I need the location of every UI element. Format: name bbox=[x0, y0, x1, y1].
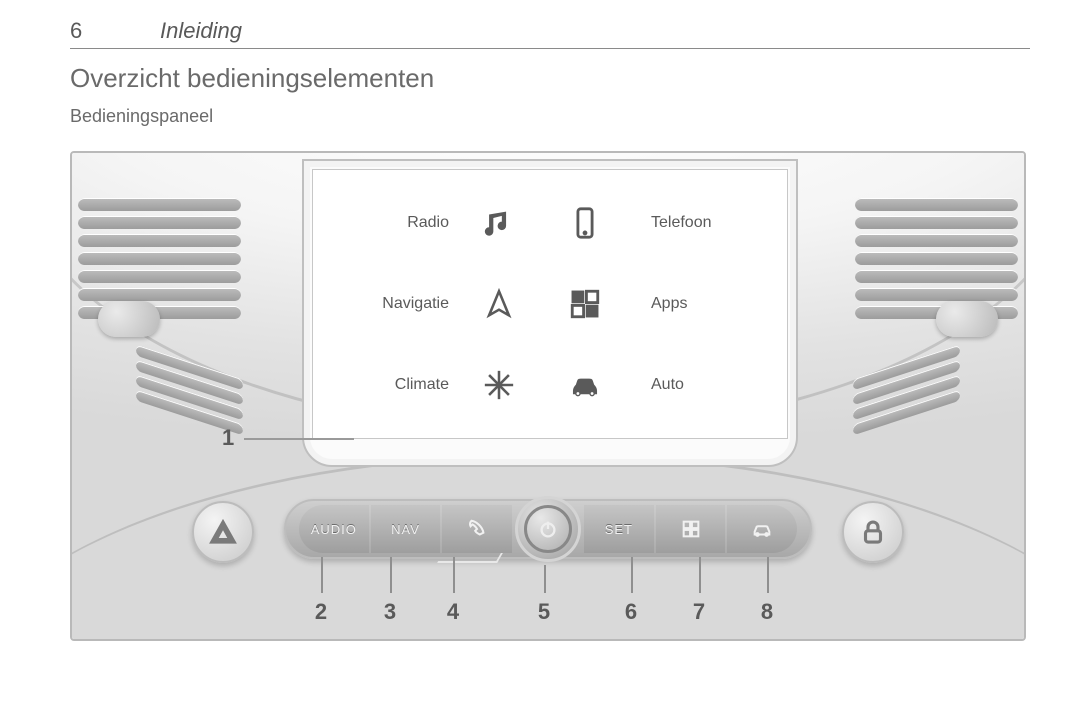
set-button[interactable]: SET bbox=[584, 505, 654, 553]
car-icon[interactable] bbox=[565, 365, 605, 405]
callout-number-8: 8 bbox=[761, 599, 773, 625]
set-button-label: SET bbox=[605, 522, 633, 537]
menu-label-radio[interactable]: Radio bbox=[343, 214, 449, 232]
physical-controls: AUDIO NAV SET bbox=[144, 493, 952, 613]
air-vent-left bbox=[72, 193, 247, 418]
audio-button[interactable]: AUDIO bbox=[299, 505, 369, 553]
car-button[interactable] bbox=[727, 505, 797, 553]
callout-number-4: 4 bbox=[447, 599, 459, 625]
music-notes-icon[interactable] bbox=[479, 203, 519, 243]
home-apps-button[interactable] bbox=[656, 505, 726, 553]
phone-handset-icon bbox=[466, 518, 488, 540]
nav-button-label: NAV bbox=[391, 522, 420, 537]
control-panel-illustration: Radio Telefoon Navigatie bbox=[70, 151, 1026, 641]
lock-button[interactable] bbox=[842, 501, 904, 563]
chapter-title: Inleiding bbox=[160, 18, 242, 44]
nav-button[interactable]: NAV bbox=[371, 505, 441, 553]
callout-number-1: 1 bbox=[222, 425, 234, 451]
home-menu-grid: Radio Telefoon Navigatie bbox=[313, 170, 787, 438]
power-volume-knob[interactable] bbox=[515, 496, 581, 562]
vent-adjuster-knob bbox=[98, 301, 160, 337]
menu-label-apps[interactable]: Apps bbox=[651, 295, 757, 313]
apps-grid-icon[interactable] bbox=[565, 284, 605, 324]
menu-label-telefoon[interactable]: Telefoon bbox=[651, 214, 757, 232]
nav-arrow-icon[interactable] bbox=[479, 284, 519, 324]
menu-label-climate[interactable]: Climate bbox=[343, 376, 449, 394]
callout-leader-1 bbox=[244, 438, 354, 440]
callout-number-3: 3 bbox=[384, 599, 396, 625]
phone-button[interactable] bbox=[442, 505, 512, 553]
subsection-heading: Bedieningspaneel bbox=[70, 106, 1030, 127]
infotainment-bezel: Radio Telefoon Navigatie bbox=[302, 159, 798, 467]
callout-number-6: 6 bbox=[625, 599, 637, 625]
callout-number-2: 2 bbox=[315, 599, 327, 625]
volume-indicator-icon bbox=[437, 553, 503, 563]
car-icon bbox=[751, 518, 773, 540]
callout-number-5: 5 bbox=[538, 599, 550, 625]
snowflake-icon[interactable] bbox=[479, 365, 519, 405]
menu-label-auto[interactable]: Auto bbox=[651, 376, 757, 394]
phone-device-icon[interactable] bbox=[565, 203, 605, 243]
apps-grid-icon bbox=[680, 518, 702, 540]
page-number: 6 bbox=[70, 18, 160, 44]
air-vent-right bbox=[849, 193, 1024, 418]
page-header: 6 Inleiding bbox=[70, 18, 1030, 49]
callout-leaders: 2 3 4 5 6 7 8 bbox=[144, 565, 952, 635]
vent-adjuster-knob bbox=[936, 301, 998, 337]
audio-button-label: AUDIO bbox=[311, 522, 357, 537]
callout-number-7: 7 bbox=[693, 599, 705, 625]
button-strip: AUDIO NAV SET bbox=[284, 499, 812, 559]
manual-page: 6 Inleiding Overzicht bedieningselemente… bbox=[0, 0, 1078, 720]
hazard-button[interactable] bbox=[192, 501, 254, 563]
menu-label-navigatie[interactable]: Navigatie bbox=[343, 295, 449, 313]
infotainment-screen[interactable]: Radio Telefoon Navigatie bbox=[312, 169, 788, 439]
section-heading: Overzicht bedieningselementen bbox=[70, 63, 1030, 94]
